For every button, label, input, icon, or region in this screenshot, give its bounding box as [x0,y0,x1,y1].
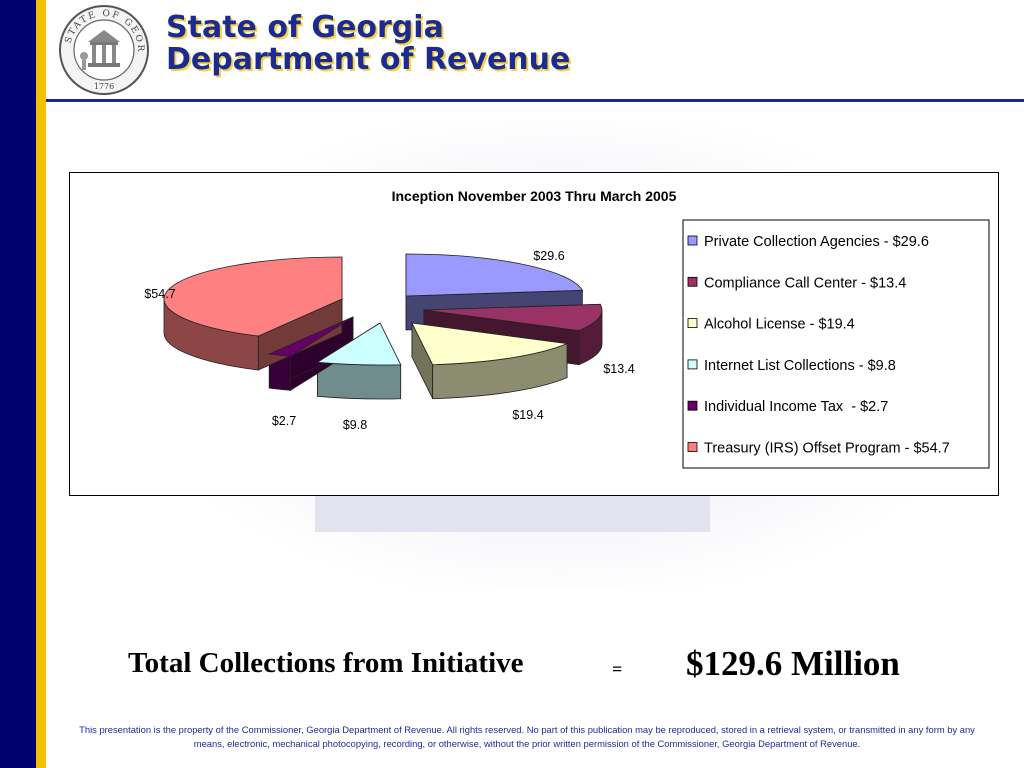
legend: Private Collection Agencies - $29.6 Compl… [687,234,950,457]
equals-sign: = [612,659,623,679]
pie-slice-1 [405,253,584,297]
total-collections-label: Total Collections from Initiative [128,647,524,679]
pie-chart: Inception November 2003 Thru March 2005 … [144,188,990,469]
title-line-2: Department of Revenue [166,42,571,77]
legend-entry-4: Internet List Collections - $9.8 [704,358,896,374]
pie-slice-side-4 [317,361,402,400]
legend-swatch-4 [687,359,698,370]
data-label-2: $13.4 [603,362,634,376]
data-label-3: $19.4 [512,408,543,422]
legend-swatch-3 [687,318,698,329]
georgia-seal-logo: STATE OF GEORGIA 1776 [58,4,149,95]
pie-slices [163,253,603,400]
pie-slice-5 [267,316,354,357]
data-labels: $29.6 $13.4 $19.4 $9.8 $2.7 $54.7 [144,249,634,432]
pie-slice-4 [316,322,402,366]
legend-swatch-6 [687,442,698,452]
header-divider [46,99,1024,102]
seal-year: 1776 [94,82,114,91]
footer-line-1: This presentation is the property of the… [79,724,975,735]
total-collections-value: $129.6 Million [686,644,900,683]
pie-slice-3 [411,322,569,366]
pie-slice-2 [423,303,603,332]
data-label-1: $29.6 [533,249,564,263]
legend-entry-2: Compliance Call Center - $13.4 [704,275,906,291]
legend-swatch-5 [687,400,698,411]
title-line-1: State of Georgia [166,10,444,45]
pie-slice-6 [163,256,343,337]
page-title: State of Georgia Department of Revenue [166,12,570,76]
data-label-6: $54.7 [144,287,175,301]
data-label-5: $2.7 [272,414,296,428]
legend-entry-6: Treasury (IRS) Offset Program - $54.7 [704,441,950,457]
legend-entry-3: Alcohol License - $19.4 [704,317,855,333]
data-label-4: $9.8 [343,418,367,432]
left-navy-bar [0,0,36,768]
footer-line-2: means, electronic, mechanical photocopyi… [193,738,861,749]
chart-title: Inception November 2003 Thru March 2005 [392,188,677,204]
legend-entry-5: Individual Income Tax - $2.7 [704,399,888,415]
legend-swatch-2 [687,276,698,287]
left-gold-bar [36,0,46,768]
copyright-footer: This presentation is the property of the… [70,723,984,751]
legend-swatch-1 [687,235,698,246]
chart-panel: Inception November 2003 Thru March 2005 … [69,172,999,496]
legend-box [682,219,990,469]
legend-entry-1: Private Collection Agencies - $29.6 [704,234,929,250]
